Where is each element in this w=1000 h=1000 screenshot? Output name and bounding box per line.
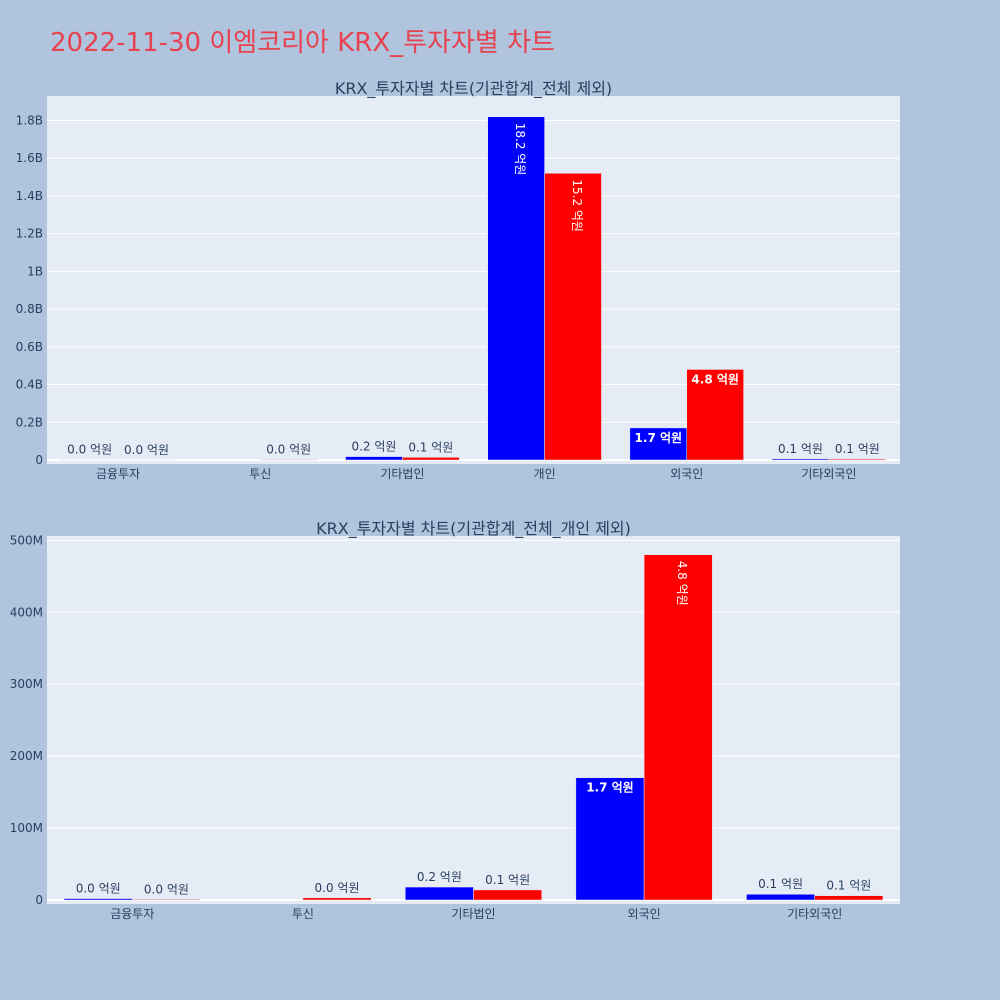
bar <box>828 458 887 461</box>
bar <box>575 777 645 901</box>
y-tick-label: 0.6B <box>16 340 43 354</box>
bar-label: 18.2 억원 <box>513 123 527 176</box>
bar-label: 4.8 억원 <box>691 372 739 386</box>
x-tick-label: 개인 <box>534 467 556 481</box>
bar-label: 0.0 억원 <box>76 882 121 896</box>
chart-top: KRX_투자자별 차트(기관합계_전체 제외) 0 0.2B 0.4B 0.6B 0.8… <box>16 79 900 481</box>
plot-area-top <box>47 96 900 464</box>
bar <box>814 895 884 901</box>
bar-label: 0.1 억원 <box>408 440 453 454</box>
bar <box>345 456 403 461</box>
bar <box>132 899 201 901</box>
bar-label: 0.1 억원 <box>835 442 880 456</box>
y-tick-label: 1.2B <box>16 227 43 241</box>
bar-label: 0.2 억원 <box>417 870 462 884</box>
x-tick-label: 금융투자 <box>96 467 140 481</box>
bar-label: 0.2 억원 <box>351 440 396 454</box>
y-tick-label: 1.8B <box>16 114 43 128</box>
x-tick-label: 외국인 <box>628 907 661 921</box>
y-tick-label: 300M <box>10 677 43 691</box>
bar <box>643 554 713 901</box>
y-tick-label: 1.4B <box>16 189 43 203</box>
bar <box>771 458 830 461</box>
page-title: 2022-11-30 이엠코리아 KRX_투자자별 차트 <box>50 28 555 58</box>
bar-label: 15.2 억원 <box>570 179 584 232</box>
y-tick-label: 0 <box>35 893 43 907</box>
bar-label: 0.0 억원 <box>67 443 112 457</box>
bar <box>63 898 133 901</box>
y-tick-label: 0.8B <box>16 302 43 316</box>
bar-label: 0.1 억원 <box>485 873 530 887</box>
bar <box>544 173 602 461</box>
bar <box>473 889 542 901</box>
bar <box>302 897 372 901</box>
bar-label: 0.1 억원 <box>826 879 871 893</box>
x-tick-label: 투신 <box>249 467 271 481</box>
chart-bottom: KRX_투자자별 차트(기관합계_전체_개인 제외) 0 100M 200M 300M… <box>10 519 900 921</box>
bar-label: 4.8 억원 <box>675 561 689 606</box>
bar-label: 1.7 억원 <box>586 781 634 795</box>
bar <box>746 893 815 901</box>
x-tick-label: 기타외국인 <box>787 907 842 921</box>
chart-title-bottom: KRX_투자자별 차트(기관합계_전체_개인 제외) <box>316 519 631 539</box>
y-tick-label: 0.4B <box>16 378 43 392</box>
x-tick-label: 기타법인 <box>380 467 424 481</box>
x-tick-label: 금융투자 <box>110 907 154 921</box>
bar <box>260 459 318 461</box>
y-tick-label: 400M <box>10 605 43 619</box>
bar-label: 0.1 억원 <box>758 877 803 891</box>
y-tick-label: 100M <box>10 821 43 835</box>
y-tick-label: 1B <box>27 264 43 278</box>
bar <box>487 116 545 461</box>
plot-area-bottom <box>47 536 900 904</box>
y-tick-label: 1.6B <box>16 151 43 165</box>
y-tick-label: 0.2B <box>16 415 43 429</box>
x-tick-label: 외국인 <box>670 467 703 481</box>
bar <box>629 427 688 461</box>
bar <box>405 886 474 901</box>
bar-label: 0.1 억원 <box>778 442 823 456</box>
bar-label: 0.0 억원 <box>124 443 169 457</box>
x-tick-label: 기타법인 <box>451 907 495 921</box>
chart-title-top: KRX_투자자별 차트(기관합계_전체 제외) <box>335 79 612 99</box>
bar-label: 0.0 억원 <box>266 442 311 456</box>
bar <box>402 457 460 461</box>
bar-label: 0.0 억원 <box>315 881 360 895</box>
bar-label: 1.7 억원 <box>635 431 683 445</box>
y-tick-label: 200M <box>10 749 43 763</box>
x-tick-label: 투신 <box>292 907 314 921</box>
bar-label: 0.0 억원 <box>144 882 189 896</box>
bar <box>686 369 744 461</box>
y-tick-label: 0 <box>35 453 43 467</box>
x-tick-label: 기타외국인 <box>801 467 856 481</box>
y-tick-label: 500M <box>10 533 43 547</box>
